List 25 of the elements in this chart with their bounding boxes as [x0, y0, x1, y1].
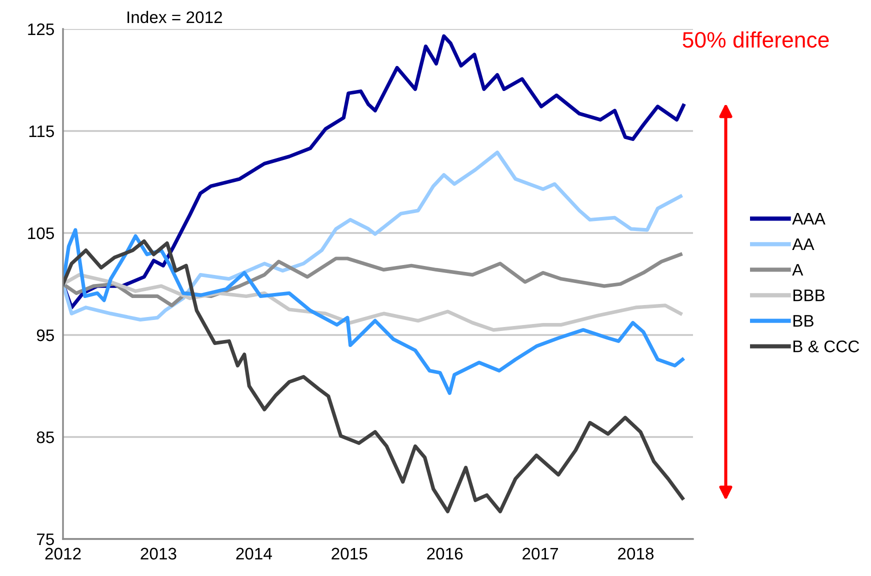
y-tick-label: 75	[36, 534, 54, 546]
text: Index = 2012	[128, 10, 222, 24]
legend-label: BB	[793, 315, 814, 327]
legend-label: AA	[792, 238, 814, 250]
x-tick-label: 2013	[140, 548, 176, 560]
x-tick-label: 2017	[522, 548, 558, 560]
legend-label: AAA	[792, 213, 826, 224]
annotation: 50% difference	[682, 31, 829, 48]
line-series	[63, 228, 684, 395]
x-tick-label: 2012	[45, 548, 81, 560]
y-tick-label: 115	[29, 126, 54, 138]
y-tick-label: 105	[28, 227, 54, 240]
line-series	[63, 239, 684, 514]
x-tick-label: 2018	[618, 548, 654, 560]
legend-label: B & CCC	[793, 340, 860, 352]
x-tick-label: 2015	[332, 548, 368, 560]
y-tick-label: 85	[36, 431, 54, 444]
x-tick-label: 2016	[427, 548, 463, 560]
line-series	[63, 150, 682, 322]
legend-label: A	[792, 264, 804, 276]
legend-label: BBB	[793, 290, 825, 302]
line-series	[63, 273, 682, 332]
y-tick-label: 95	[36, 329, 54, 342]
x-tick-label: 2014	[236, 548, 272, 560]
y-tick-label: 125	[28, 23, 54, 36]
